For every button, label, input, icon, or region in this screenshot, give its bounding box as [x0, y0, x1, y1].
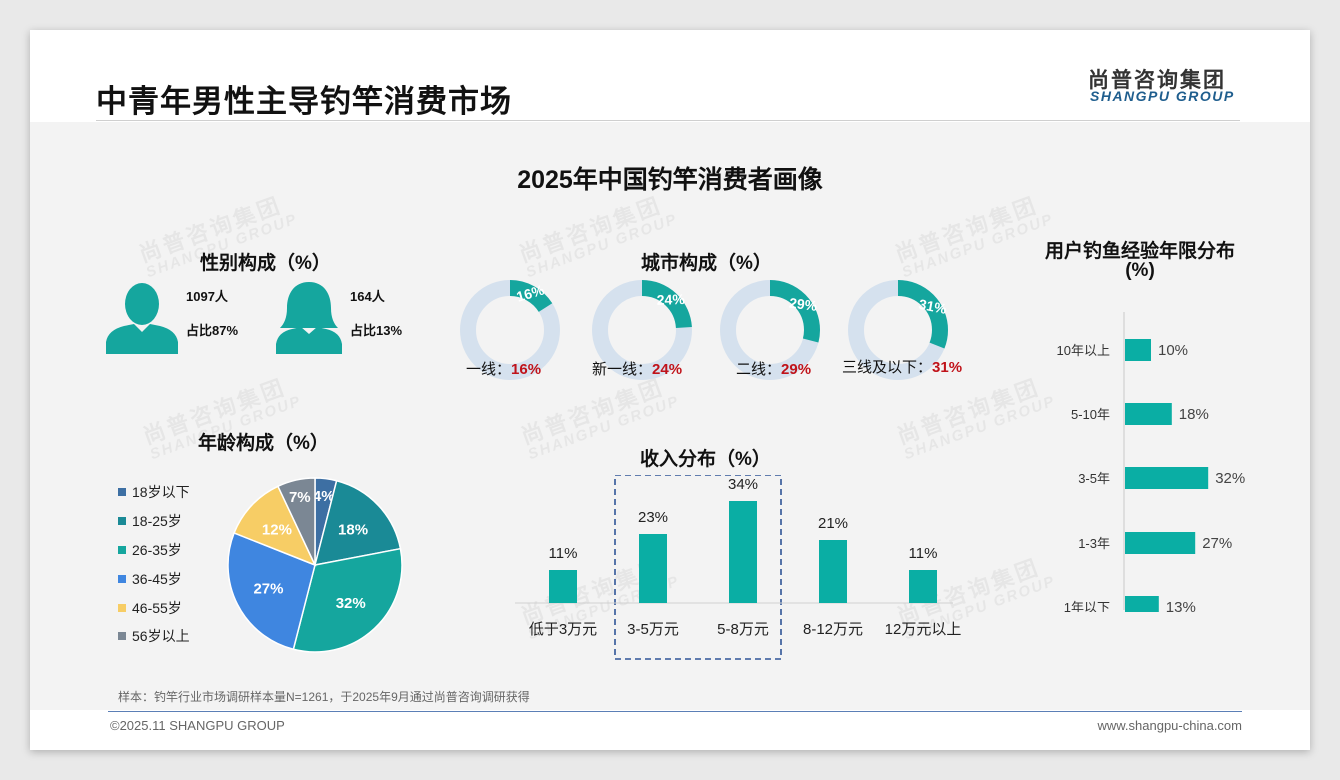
- city-ring-value-label: 16%: [515, 281, 547, 304]
- age-legend-item: 18岁以下: [118, 482, 190, 502]
- age-pie-slice: [233, 485, 317, 567]
- male-icon: [106, 283, 178, 354]
- experience-bar: [1125, 596, 1159, 612]
- age-pie-chart: 4%18% 32% 27% 12% 7%: [227, 477, 403, 653]
- city-label-new-tier1: 新一线：24%: [592, 361, 683, 378]
- legend-swatch: [118, 575, 126, 583]
- footer-copyright: ©2025.11 SHANGPU GROUP: [110, 718, 285, 733]
- sample-note: 样本：钓竿行业市场调研样本量N=1261，于2025年9月通过尚普咨询调研获得: [118, 690, 530, 704]
- income-category-label: 低于3万元: [529, 621, 597, 638]
- age-pie-label: 18%: [338, 521, 368, 538]
- female-count: 164人: [350, 289, 385, 304]
- experience-category-label: 10年以上: [1057, 343, 1110, 358]
- age-legend-item: 56岁以上: [118, 626, 190, 646]
- income-category-label: 5-8万元: [717, 621, 769, 638]
- legend-swatch: [118, 632, 126, 640]
- slide: 尚普咨询集团 SHANGPU GROUP 尚普咨询集团 SHANGPU GROUP 尚普…: [30, 30, 1310, 750]
- experience-bar: [1125, 532, 1196, 554]
- city-ring-segment: [592, 280, 692, 380]
- income-category-label: 8-12万元: [803, 621, 863, 638]
- title-divider: [96, 120, 1240, 121]
- age-pie-label: 7%: [289, 489, 311, 506]
- income-bar: [549, 570, 577, 603]
- age-pie-slice: [313, 479, 402, 566]
- age-pie-slice: [227, 531, 316, 651]
- experience-category-label: 1-3年: [1078, 536, 1110, 551]
- income-bar-value: 34%: [728, 476, 758, 493]
- logo-text-en: SHANGPU GROUP: [1090, 88, 1235, 104]
- experience-category-label: 3-5年: [1078, 471, 1110, 486]
- female-share: 占比13%: [350, 323, 403, 338]
- male-count: 1097人: [186, 289, 228, 304]
- footer-divider: [108, 711, 1242, 712]
- experience-bar: [1125, 403, 1172, 425]
- legend-swatch: [118, 517, 126, 525]
- city-ring-segment: [460, 280, 560, 380]
- age-pie-label: 27%: [253, 581, 283, 598]
- experience-bar-value: 27%: [1202, 535, 1232, 552]
- main-title: 2025年中国钓竿消费者画像: [517, 166, 823, 194]
- experience-title-line1: 用户钓鱼经验年限分布: [1044, 241, 1235, 262]
- income-category-label: 3-5万元: [627, 621, 679, 638]
- city-label-tier1: 一线：16%: [466, 361, 542, 378]
- income-bar-value: 11%: [549, 545, 578, 562]
- age-legend-item: 26-35岁: [118, 540, 182, 560]
- age-pie-slice: [292, 547, 403, 653]
- experience-bar-value: 13%: [1166, 599, 1196, 612]
- city-label-tier2: 二线：29%: [736, 361, 812, 378]
- age-pie-label: 12%: [262, 521, 292, 538]
- city-ring-value-label: 31%: [917, 296, 948, 317]
- experience-bar: [1125, 467, 1209, 489]
- city-ring-value-label: 24%: [656, 291, 685, 308]
- age-pie-slice: [276, 477, 316, 566]
- gender-title: 性别构成（%）: [200, 253, 331, 274]
- age-legend-item: 36-45岁: [118, 569, 182, 589]
- income-bar: [909, 570, 937, 603]
- income-title: 收入分布（%）: [640, 449, 771, 470]
- experience-bar-chart: 10% 10年以上 18% 5-10年 32% 3-5年 27% 1-3年 13% 1年以下: [1057, 312, 1245, 612]
- legend-swatch: [118, 488, 126, 496]
- experience-category-label: 1年以下: [1064, 600, 1110, 612]
- income-bar-chart: 11% 低于3万元 23% 3-5万元 34% 5-8万元 21% 8-12万元 11% 12万元…: [515, 475, 962, 660]
- income-highlight-box: [614, 475, 782, 660]
- experience-bar-value: 18%: [1179, 406, 1209, 423]
- income-bar-value: 21%: [818, 515, 848, 532]
- experience-bar-value: 32%: [1215, 470, 1245, 487]
- experience-category-label: 5-10年: [1071, 407, 1110, 422]
- page-title: 中青年男性主导钓竿消费市场: [96, 84, 512, 119]
- logo-text-cn: 尚普咨询集团: [1088, 69, 1226, 92]
- income-bar: [639, 534, 667, 603]
- experience-bar: [1125, 339, 1151, 361]
- city-ring-charts: 16% 24% 29% 31%: [460, 280, 949, 380]
- female-icon: [276, 282, 342, 354]
- age-pie-label: 32%: [336, 595, 366, 612]
- income-bar: [819, 540, 847, 603]
- age-title: 年龄构成（%）: [198, 433, 329, 454]
- age-legend-item: 18-25岁: [118, 511, 182, 531]
- income-bar-value: 11%: [909, 545, 938, 562]
- legend-swatch: [118, 546, 126, 554]
- male-share: 占比87%: [186, 323, 239, 338]
- income-bar-value: 23%: [638, 509, 668, 526]
- footer-url: www.shangpu-china.com: [1097, 718, 1242, 733]
- experience-title-line2: (%): [1125, 260, 1155, 281]
- age-pie-label: 4%: [313, 488, 335, 505]
- city-ring-segment: [848, 280, 948, 380]
- age-legend-item: 46-55岁: [118, 598, 182, 618]
- city-ring-segment: [720, 280, 820, 380]
- legend-swatch: [118, 604, 126, 612]
- income-bar: [729, 501, 757, 603]
- city-ring-value-label: 29%: [788, 295, 818, 314]
- experience-bar-value: 10%: [1158, 342, 1188, 359]
- city-title: 城市构成（%）: [641, 253, 772, 274]
- income-category-label: 12万元以上: [885, 621, 962, 638]
- city-label-tier3-below: 三线及以下：31%: [842, 359, 963, 376]
